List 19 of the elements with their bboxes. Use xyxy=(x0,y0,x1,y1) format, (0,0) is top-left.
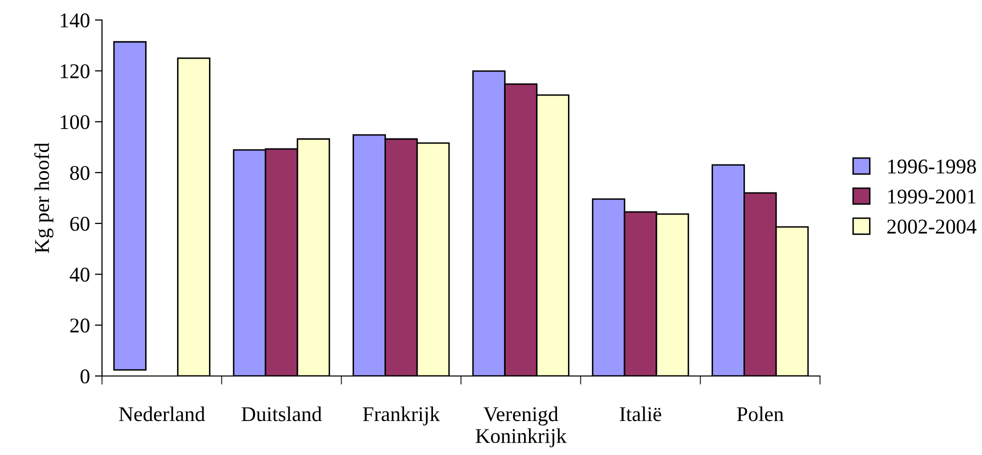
y-tick-label: 80 xyxy=(70,166,90,180)
y-tick-label: 60 xyxy=(70,216,90,231)
y-tick-label: 140 xyxy=(60,13,90,28)
x-tick-label: Nederland xyxy=(119,406,205,422)
legend-label: 2002-2004 xyxy=(887,220,976,234)
y-tick-label: 0 xyxy=(80,369,90,384)
x-tick-label: Italië xyxy=(620,406,662,422)
x-tick-label: Verenigd Koninkrijk xyxy=(476,406,567,448)
bar xyxy=(113,41,147,371)
x-tick-label: Polen xyxy=(737,406,784,422)
y-tick-label: 120 xyxy=(60,64,90,78)
x-tick-label: Frankrijk xyxy=(363,406,440,426)
y-tick-label: 40 xyxy=(70,268,90,282)
legend-label: 1996-1998 xyxy=(888,159,976,174)
y-axis-title: Kg per hoofd xyxy=(34,142,54,253)
y-tick-label: 20 xyxy=(70,318,90,333)
legend-label: 1999-2001 xyxy=(888,190,976,204)
y-tick-label: 100 xyxy=(60,115,90,130)
x-tick-label: Duitsland xyxy=(242,406,322,422)
